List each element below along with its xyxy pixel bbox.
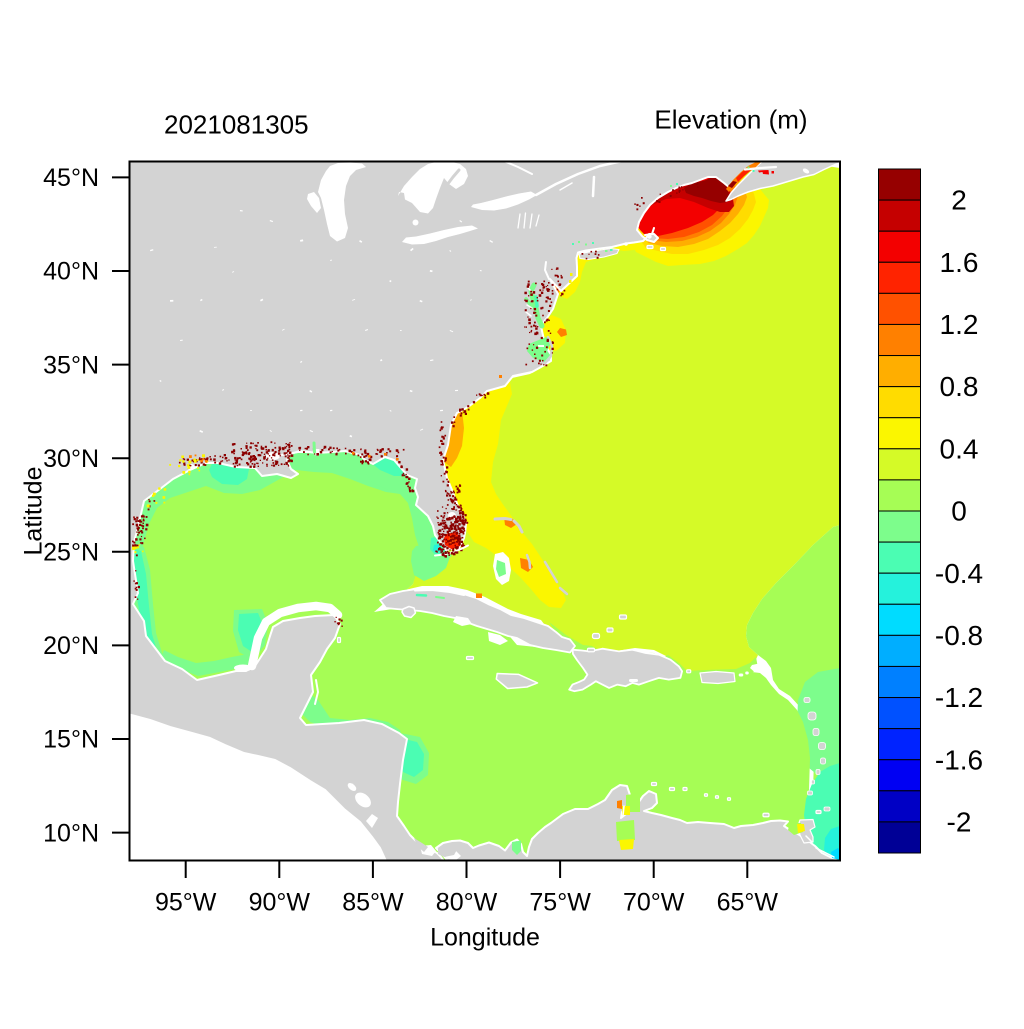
- svg-text:20°N: 20°N: [43, 632, 99, 660]
- svg-text:Latitude: Latitude: [20, 467, 48, 556]
- svg-text:95°W: 95°W: [155, 889, 217, 917]
- svg-text:40°N: 40°N: [43, 258, 99, 286]
- svg-text:10°N: 10°N: [43, 819, 99, 847]
- svg-text:80°W: 80°W: [436, 889, 498, 917]
- svg-text:25°N: 25°N: [43, 539, 99, 567]
- svg-text:-0.8: -0.8: [935, 620, 983, 651]
- svg-text:-1.2: -1.2: [935, 682, 983, 713]
- svg-text:-1.6: -1.6: [935, 744, 983, 775]
- svg-text:Longitude: Longitude: [430, 924, 540, 952]
- svg-text:1.2: 1.2: [940, 309, 979, 340]
- svg-text:75°W: 75°W: [529, 889, 591, 917]
- svg-text:-0.4: -0.4: [935, 558, 983, 589]
- svg-text:65°W: 65°W: [717, 889, 779, 917]
- svg-text:45°N: 45°N: [43, 164, 99, 192]
- svg-text:-2: -2: [947, 807, 972, 838]
- svg-text:0.8: 0.8: [940, 371, 979, 402]
- svg-text:85°W: 85°W: [342, 889, 404, 917]
- svg-text:2: 2: [951, 185, 967, 216]
- svg-text:90°W: 90°W: [249, 889, 311, 917]
- svg-text:15°N: 15°N: [43, 726, 99, 754]
- svg-text:1.6: 1.6: [940, 247, 979, 278]
- svg-text:0: 0: [951, 496, 967, 527]
- svg-text:Elevation (m): Elevation (m): [654, 105, 807, 135]
- svg-text:70°W: 70°W: [623, 889, 685, 917]
- svg-text:0.4: 0.4: [940, 433, 979, 464]
- svg-text:2021081305: 2021081305: [164, 110, 309, 140]
- svg-text:35°N: 35°N: [43, 351, 99, 379]
- svg-text:30°N: 30°N: [43, 445, 99, 473]
